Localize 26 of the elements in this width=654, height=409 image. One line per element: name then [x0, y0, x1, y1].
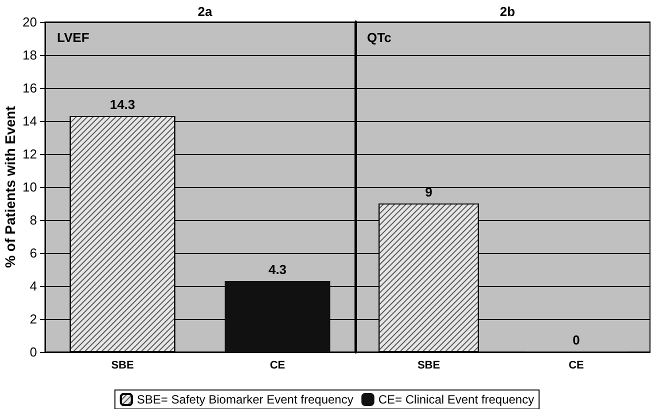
legend-label: CE= Clinical Event frequency [378, 392, 534, 406]
data-label: 9 [425, 184, 432, 200]
annotation: LVEF [57, 30, 90, 45]
chart-title: 2a [198, 4, 213, 19]
data-label: 4.3 [268, 262, 287, 278]
x-tick-label: CE [568, 360, 584, 372]
y-tick-label: 10 [22, 180, 37, 194]
data-label: 14.3 [110, 97, 136, 112]
y-tick-label: 2 [30, 312, 37, 326]
annotation: QTc [367, 30, 392, 45]
y-tick-label: 18 [22, 48, 37, 62]
y-tick-label: 4 [30, 278, 37, 294]
chart-title: 2b [500, 4, 516, 19]
y-tick-label: 12 [22, 146, 37, 162]
x-tick-label: SBE [417, 360, 440, 372]
y-tick-label: 6 [30, 246, 37, 260]
y-tick-label: 16 [22, 80, 37, 96]
y-tick-label: 20 [22, 14, 37, 30]
y-tick-label: 8 [30, 212, 37, 228]
y-tick-label: 0 [30, 344, 37, 360]
y-axis-title: % of Patients with Event [2, 106, 18, 268]
y-tick-label: 14 [22, 114, 37, 128]
legend-label: SBE= Safety Biomarker Event frequency [136, 392, 354, 406]
data-label: 0 [572, 332, 580, 348]
x-tick-label: SBE [111, 360, 134, 372]
x-tick-label: CE [270, 360, 286, 372]
